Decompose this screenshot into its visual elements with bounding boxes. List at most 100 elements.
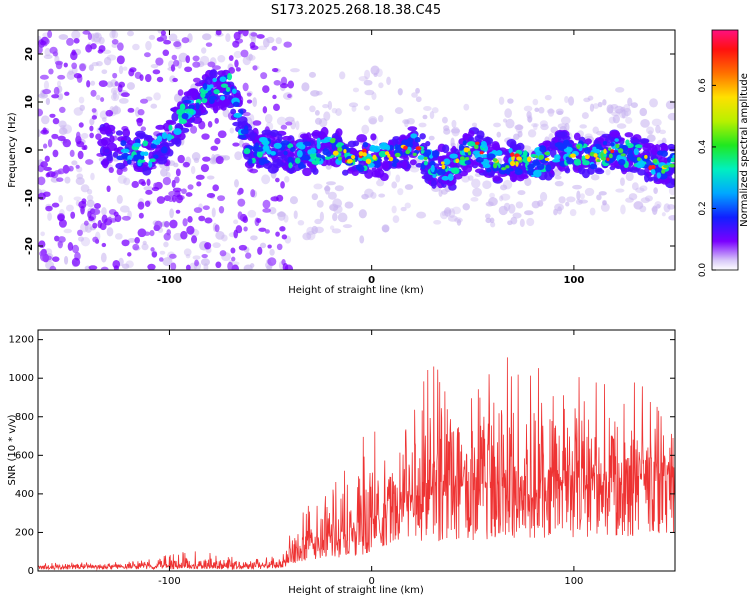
spectrogram-purple-blob xyxy=(120,92,130,98)
spectrogram-noise-blob xyxy=(348,102,359,108)
spectrogram-ridge-blob xyxy=(115,130,123,136)
spectrogram-purple-blob xyxy=(145,189,153,195)
spectrogram-hotspot xyxy=(372,154,377,160)
spectrogram-noise-blob xyxy=(646,126,655,135)
spectrogram-ridge-bright-blob xyxy=(441,175,449,181)
spectrogram-noise-blob xyxy=(578,199,589,204)
spectrogram-ridge-bright-blob xyxy=(219,76,227,83)
spectrogram-hotspot xyxy=(608,147,612,151)
spectrogram-ridge-bright-blob xyxy=(362,141,369,148)
spectrogram-noise-blob xyxy=(150,64,159,69)
spectrogram-noise-blob xyxy=(47,212,52,221)
spectrogram-hotspot xyxy=(423,156,428,160)
spectrogram-ridge-bright-blob xyxy=(655,167,662,173)
spectrogram-ridge-bright-blob xyxy=(178,118,187,124)
spectrogram-purple-blob xyxy=(262,106,268,114)
spectrogram-noise-blob xyxy=(262,38,270,48)
spectrogram-ridge-bright-blob xyxy=(450,167,459,174)
spectrogram-noise-blob xyxy=(113,105,119,115)
spectrogram-purple-blob xyxy=(281,234,288,240)
spectrogram-purple-blob xyxy=(121,215,131,221)
spectrogram-noise-blob xyxy=(471,178,481,189)
spectrogram-purple-blob xyxy=(184,66,193,73)
spectrogram-ridge-bright-blob xyxy=(302,141,312,147)
spectrogram-purple-blob xyxy=(207,120,213,128)
spectrogram-noise-blob xyxy=(515,201,524,209)
spectrogram-noise-blob xyxy=(359,235,365,244)
spectrogram-purple-blob xyxy=(242,30,249,37)
spectrogram-purple-blob xyxy=(231,264,239,270)
spectrogram-purple-blob xyxy=(155,57,164,66)
spectrogram-purple-blob xyxy=(166,229,171,236)
spectrogram-noise-blob xyxy=(199,55,210,66)
spectrogram-purple-blob xyxy=(117,84,123,93)
spectrogram-noise-blob xyxy=(163,241,169,248)
spectrogram-purple-blob xyxy=(172,77,178,83)
spectrogram-purple-blob xyxy=(137,109,145,116)
spectrogram-noise-blob xyxy=(625,116,633,124)
spectrogram-hotspot xyxy=(347,158,353,164)
spectrogram-noise-blob xyxy=(71,160,78,166)
spectrogram-ridge-blob xyxy=(171,112,179,122)
spectrogram-ridge-bright-blob xyxy=(225,86,231,92)
spectrogram-ridge-blob xyxy=(106,142,118,152)
spectrogram-ridge-bright-blob xyxy=(220,95,226,101)
spectrogram-ridge-bright-blob xyxy=(195,102,200,110)
spectrogram-purple-blob xyxy=(280,181,285,189)
spectrogram-purple-blob xyxy=(83,220,89,226)
spectrogram-noise-blob xyxy=(451,206,461,215)
spectrogram-purple-blob xyxy=(77,229,83,237)
spectrogram-hotspot xyxy=(526,156,532,162)
spectrogram-purple-blob xyxy=(250,189,256,198)
spectrogram-ridge-bright-blob xyxy=(173,128,182,136)
spectrogram-noise-blob xyxy=(463,103,470,111)
spectrogram-hotspot xyxy=(516,156,522,161)
spectrogram-noise-blob xyxy=(211,207,216,218)
spectrogram-purple-blob xyxy=(100,266,109,270)
spectrogram-purple-blob xyxy=(262,85,270,94)
spectrogram-purple-blob xyxy=(137,201,145,210)
spectrogram-purple-blob xyxy=(275,231,280,237)
spectrogram-hotspot xyxy=(620,153,626,157)
spectrogram-hotspot xyxy=(412,152,417,157)
spectrogram-noise-blob xyxy=(169,208,174,219)
spectrogram-noise-blob xyxy=(361,193,369,200)
spectrogram-purple-blob xyxy=(92,222,98,229)
spectrogram-hotspot xyxy=(365,158,372,164)
spectrogram-noise-blob xyxy=(329,225,335,231)
spectrogram-noise-blob xyxy=(266,264,273,270)
spectrogram-ridge-bright-blob xyxy=(656,171,661,179)
snr-y-tick-label: 400 xyxy=(15,489,34,500)
spectrogram-purple-blob xyxy=(215,261,222,269)
spectrogram-purple-blob xyxy=(212,65,221,71)
spectrogram-ridge-bright-blob xyxy=(392,158,400,164)
spectrogram-hotspot xyxy=(384,151,390,156)
spectrogram-ridge-blob xyxy=(155,124,166,130)
spectrogram-noise-blob xyxy=(639,185,648,192)
spectrogram-noise-blob xyxy=(159,250,166,255)
spectrogram-noise-blob xyxy=(101,117,107,122)
spectrogram-purple-blob xyxy=(180,230,188,240)
spectrogram-purple-blob xyxy=(249,41,256,49)
spectrogram-noise-blob xyxy=(58,120,67,128)
spectrogram-purple-blob xyxy=(54,60,64,66)
spectrogram-noise-blob xyxy=(532,98,539,106)
spectrogram-purple-blob xyxy=(116,55,125,65)
spectrogram-noise-blob xyxy=(400,206,407,212)
spectrogram-ridge-bright-blob xyxy=(227,72,233,81)
spectrogram-ridge-bright-blob xyxy=(626,152,634,160)
spectrogram-ridge-bright-blob xyxy=(666,156,672,163)
spectrogram-noise-blob xyxy=(566,196,576,203)
spectrogram-noise-blob xyxy=(539,120,548,127)
spectrogram-purple-blob xyxy=(64,91,70,96)
spectrogram-y-tick-label: -20 xyxy=(24,237,35,255)
spectrogram-noise-blob xyxy=(332,212,338,222)
spectrogram-noise-blob xyxy=(493,122,501,128)
spectrogram-ridge-bright-blob xyxy=(486,167,492,173)
spectrogram-noise-blob xyxy=(234,179,239,188)
spectrogram-purple-blob xyxy=(285,121,293,126)
spectrogram-noise-blob xyxy=(655,125,661,134)
spectrogram-ridge-bright-blob xyxy=(636,163,642,169)
spectrogram-noise-blob xyxy=(78,236,85,242)
spectrogram-purple-blob xyxy=(262,199,271,209)
